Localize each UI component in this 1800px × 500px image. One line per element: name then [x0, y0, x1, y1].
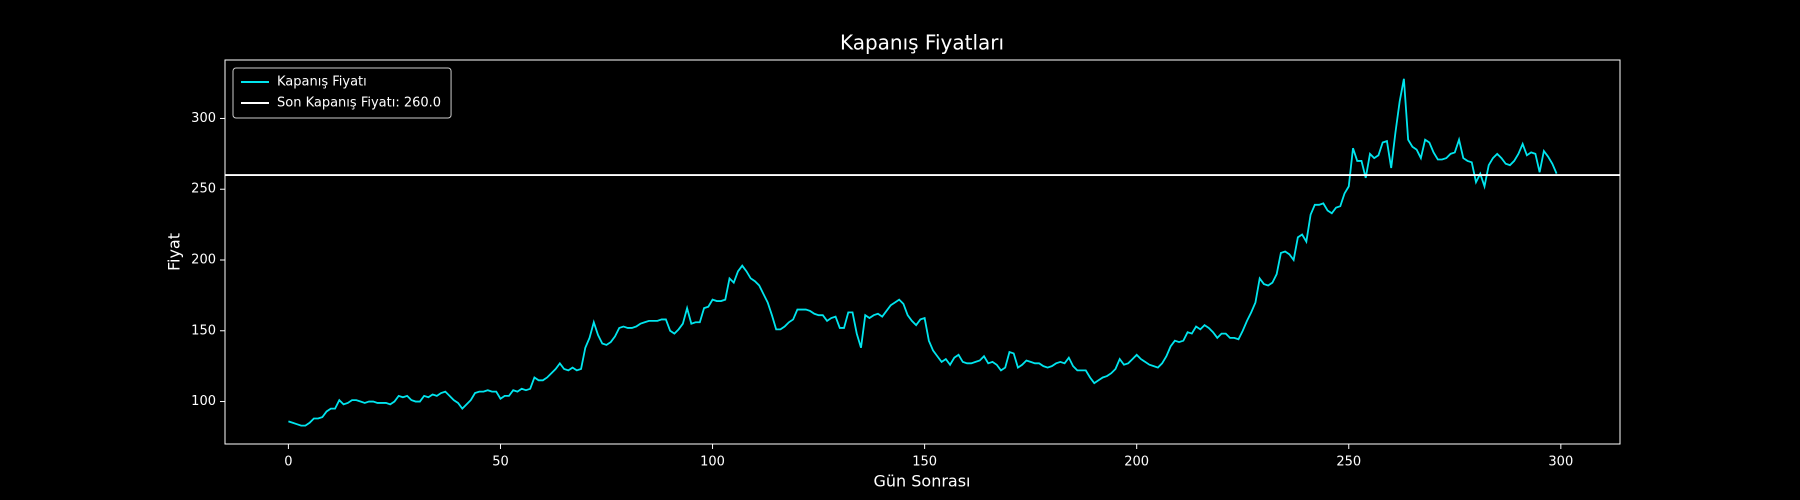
y-tick-label: 100 — [191, 394, 216, 409]
legend-label: Son Kapanış Fiyatı: 260.0 — [277, 96, 441, 111]
plot-frame — [224, 59, 1621, 445]
y-tick-label: 150 — [191, 323, 216, 338]
y-tick-label: 300 — [191, 111, 216, 126]
x-tick-label: 250 — [1336, 455, 1361, 470]
y-tick-label: 200 — [191, 252, 216, 267]
y-tick-label: 250 — [191, 182, 216, 197]
x-tick-label: 200 — [1124, 455, 1149, 470]
line-series — [288, 78, 1558, 427]
legend-box — [232, 67, 452, 119]
y-axis-label: Fiyat — [165, 233, 184, 271]
legend-label: Kapanış Fiyatı — [277, 75, 367, 90]
x-tick-label: 300 — [1548, 455, 1573, 470]
x-tick-label: 100 — [700, 455, 725, 470]
x-tick-label: 0 — [284, 455, 292, 470]
chart-title: Kapanış Fiyatları — [840, 31, 1004, 55]
x-axis-label: Gün Sonrası — [873, 472, 970, 491]
x-tick-label: 50 — [492, 455, 509, 470]
x-tick-label: 150 — [912, 455, 937, 470]
